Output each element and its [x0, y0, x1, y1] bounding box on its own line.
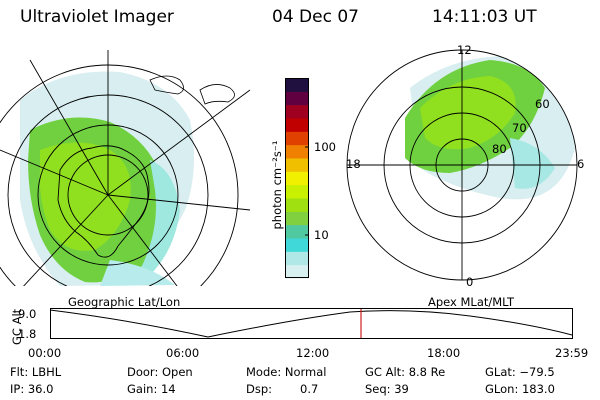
- info-ip: IP: 36.0: [10, 382, 54, 396]
- colorbar-segment: [285, 211, 309, 226]
- aurora-cyan-lower: [100, 260, 175, 286]
- colorbar-segment: [285, 144, 309, 159]
- altitude-curve: [49, 309, 573, 338]
- info-door: Door: Open: [127, 365, 193, 379]
- aurora-cyan-edge: [510, 138, 555, 189]
- colorbar: [285, 78, 309, 279]
- mlat-80: 80: [492, 142, 507, 156]
- apex-label: Apex MLat/MLT: [428, 295, 515, 309]
- x-tick-18: 18:00: [427, 346, 461, 360]
- info-glat: GLat: −79.5: [485, 365, 555, 379]
- geographic-map: [0, 50, 251, 286]
- info-mode: Mode: Normal: [246, 365, 327, 379]
- colorbar-segment: [285, 158, 309, 172]
- info-gain: Gain: 14: [127, 382, 176, 396]
- info-dsp-value: 0.7: [300, 382, 319, 396]
- magnetic-polar-plot: [346, 49, 578, 281]
- colorbar-segment: [285, 91, 309, 106]
- coastline-2: [199, 84, 235, 105]
- info-dsp-label: Dsp:: [246, 382, 273, 396]
- colorbar-segment: [285, 224, 309, 239]
- colorbar-tick-100: 100: [314, 140, 336, 154]
- alt-tick-9: 9.0: [18, 307, 37, 321]
- mlt-18: 18: [346, 157, 361, 171]
- aurora-green-bright: [420, 76, 516, 150]
- colorbar-segment: [285, 104, 309, 119]
- alt-tick-1-8: 1.8: [18, 327, 37, 341]
- colorbar-segment: [285, 171, 309, 186]
- info-gc-alt: GC Alt: 8.8 Re: [365, 365, 446, 379]
- colorbar-tick-10: 10: [314, 228, 329, 242]
- info-filter: Flt: LBHL: [10, 365, 62, 379]
- time: 14:11:03 UT: [432, 7, 537, 27]
- mlt-0: 0: [466, 275, 474, 289]
- mlt-12: 12: [457, 43, 472, 57]
- title: Ultraviolet Imager: [20, 7, 174, 27]
- colorbar-segment: [285, 251, 309, 266]
- colorbar-segment: [285, 184, 309, 199]
- x-tick-00: 00:00: [28, 346, 62, 360]
- date: 04 Dec 07: [272, 7, 359, 27]
- altitude-plot: [49, 308, 573, 339]
- colorbar-segment: [285, 198, 309, 212]
- aurora-cyan-edge: [140, 160, 180, 275]
- colorbar-unit: photon cm⁻²s⁻¹: [270, 140, 284, 230]
- mlt-6: 6: [577, 157, 585, 171]
- x-tick-12: 12:00: [296, 346, 330, 360]
- mlat-70: 70: [512, 121, 527, 135]
- colorbar-segment: [285, 238, 309, 252]
- colorbar-segment: [285, 131, 309, 146]
- info-glon: GLon: 183.0: [485, 382, 555, 396]
- coastline: [57, 145, 150, 258]
- info-seq: Seq: 39: [365, 382, 409, 396]
- colorbar-segment: [285, 264, 309, 279]
- geographic-label: Geographic Lat/Lon: [68, 295, 181, 309]
- colorbar-segment: [285, 118, 309, 132]
- x-tick-06: 06:00: [166, 346, 200, 360]
- x-tick-2359: 23:59: [555, 346, 589, 360]
- colorbar-segment: [285, 78, 309, 92]
- mlat-60: 60: [535, 97, 550, 111]
